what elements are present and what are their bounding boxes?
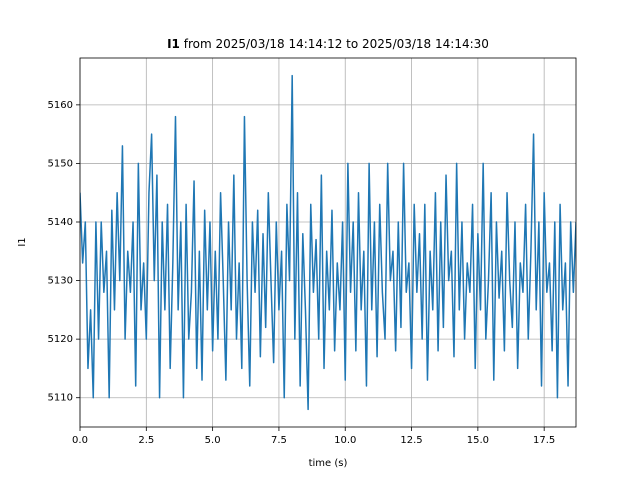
x-tick-label: 0.0 [72,435,88,446]
y-tick-label: 5160 [48,100,73,111]
x-tick-label: 5.0 [205,435,221,446]
y-axis-label: I1 [17,237,28,246]
y-tick-label: 5130 [48,276,73,287]
x-tick-label: 17.5 [533,435,555,446]
x-tick-label: 15.0 [467,435,489,446]
x-tick-label: 7.5 [271,435,287,446]
title-rest: from 2025/03/18 14:14:12 to 2025/03/18 1… [184,37,489,51]
y-tick-label: 5120 [48,334,73,345]
plot-frame [79,57,577,428]
y-tick-label: 5110 [48,393,73,404]
x-tick-label: 12.5 [400,435,422,446]
title-bold: I1 [167,37,180,51]
data-line [80,74,576,411]
y-tick-label: 5140 [48,217,73,228]
x-tick-label: 10.0 [334,435,356,446]
x-axis-label: time (s) [309,458,348,469]
chart-title: I1 from 2025/03/18 14:14:12 to 2025/03/1… [167,37,489,51]
y-tick-label: 5150 [48,158,73,169]
x-tick-label: 2.5 [138,435,154,446]
